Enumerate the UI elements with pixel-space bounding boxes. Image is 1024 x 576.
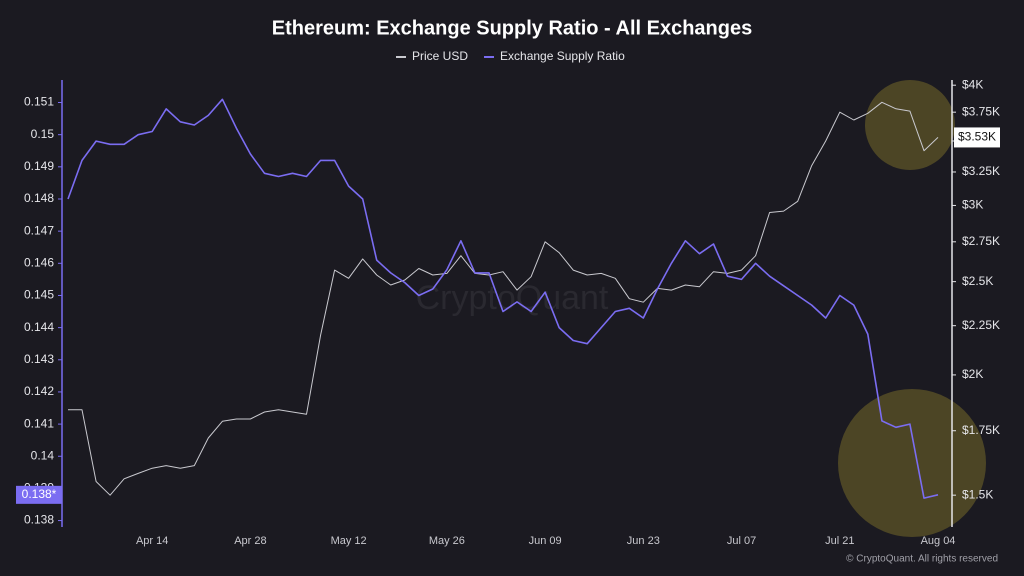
legend-label: Price USD (412, 49, 468, 63)
y2-tick-label: $4K (962, 77, 983, 91)
y-tick-label: 0.148 (24, 191, 54, 205)
x-tick-label: Jun 23 (627, 535, 660, 547)
x-tick-label: Jun 09 (529, 535, 562, 547)
y-tick-label: 0.147 (24, 223, 54, 237)
y-tick-label: 0.142 (24, 384, 54, 398)
highlight-circle (838, 389, 986, 537)
chart-title: Ethereum: Exchange Supply Ratio - All Ex… (272, 17, 752, 39)
y-tick-label: 0.146 (24, 255, 54, 269)
y-tick-label: 0.151 (24, 95, 54, 109)
y-tick-label: 0.14 (31, 448, 55, 462)
y2-tick-label: $3K (962, 198, 983, 212)
y2-tick-label: $2K (962, 367, 983, 381)
y-tick-label: 0.149 (24, 159, 54, 173)
y-tick-label: 0.141 (24, 416, 54, 430)
y-tick-label: 0.145 (24, 288, 54, 302)
y2-tick-label: $2.5K (962, 274, 993, 288)
y-tick-label: 0.144 (24, 320, 54, 334)
x-tick-label: Jul 07 (727, 535, 756, 547)
y2-tick-label: $1.75K (962, 423, 1000, 437)
current-ratio-box (16, 485, 62, 504)
y-tick-label: 0.143 (24, 352, 54, 366)
footer: © CryptoQuant. All rights reserved (846, 554, 998, 565)
legend-label: Exchange Supply Ratio (500, 49, 625, 63)
current-price-label: $3.53K (958, 130, 996, 144)
y2-tick-label: $2.25K (962, 318, 1000, 332)
current-ratio-label: 0.138* (22, 487, 57, 501)
y-tick-label: 0.138 (24, 513, 54, 527)
x-tick-label: Aug 04 (921, 535, 956, 547)
y2-tick-label: $3.75K (962, 104, 1000, 118)
x-tick-label: May 12 (331, 535, 367, 547)
x-tick-label: Apr 28 (234, 535, 266, 547)
x-tick-label: Apr 14 (136, 535, 168, 547)
x-tick-label: Jul 21 (825, 535, 854, 547)
y2-tick-label: $2.75K (962, 234, 1000, 248)
series-line (68, 101, 939, 496)
x-tick-label: May 26 (429, 535, 465, 547)
watermark: CryptoQuant (416, 279, 609, 317)
y2-tick-label: $1.5K (962, 487, 993, 501)
series-line (67, 98, 939, 499)
y2-tick-label: $3.25K (962, 164, 1000, 178)
current-price-box (954, 127, 1000, 148)
highlight-circle (865, 80, 955, 170)
y-tick-label: 0.15 (31, 127, 55, 141)
